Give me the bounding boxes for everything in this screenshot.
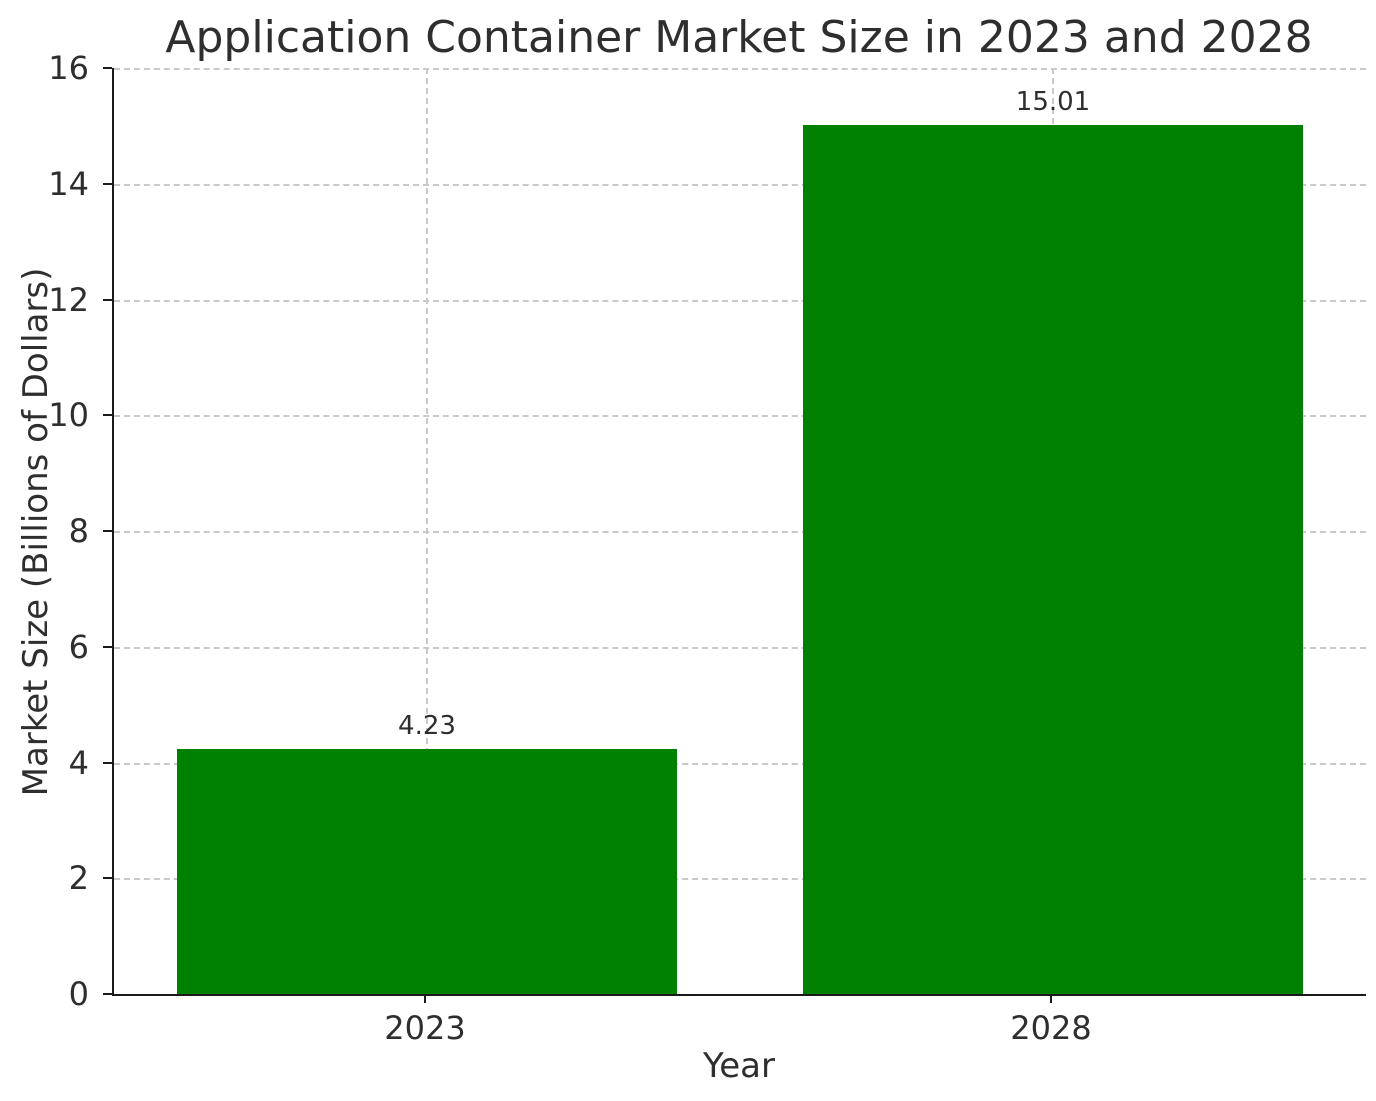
gridline-horizontal [114,299,1366,302]
y-tick [103,645,112,648]
chart-title: Application Container Market Size in 202… [165,12,1313,63]
gridline-vertical [426,68,428,994]
y-tick [103,298,112,301]
bar-value-label: 4.23 [398,711,456,742]
bar [176,749,678,994]
gridline-horizontal [114,878,1366,881]
x-tick-label: 2028 [1010,1009,1092,1047]
y-tick-label: 2 [68,859,89,898]
y-tick-label: 6 [68,627,89,666]
y-tick-label: 0 [68,975,89,1013]
plot-area: 4.23 15.01 [112,68,1366,996]
y-tick [103,761,112,764]
y-tick-label: 4 [68,743,89,782]
y-tick [103,182,112,185]
y-tick [103,993,112,995]
y-tick-label: 16 [48,49,89,87]
y-tick [103,67,112,69]
bar [802,125,1304,994]
y-tick-label: 10 [48,396,89,435]
gridline-horizontal [114,531,1366,533]
y-tick [103,414,112,417]
bar-value-label: 15.01 [1015,87,1091,118]
x-tick-label: 2023 [384,1009,466,1047]
y-tick [103,530,112,532]
y-tick [103,877,112,880]
y-tick-label: 12 [48,280,89,319]
x-tick [1050,994,1052,1003]
gridline-horizontal [114,762,1366,765]
gridline-horizontal [114,646,1366,649]
gridline-horizontal [114,68,1366,70]
x-tick [424,994,426,1003]
gridline-horizontal [114,415,1366,418]
x-axis-label: Year [703,1046,775,1086]
y-tick-label: 14 [48,164,89,203]
gridline-horizontal [114,183,1366,186]
y-tick-label: 8 [68,512,89,550]
